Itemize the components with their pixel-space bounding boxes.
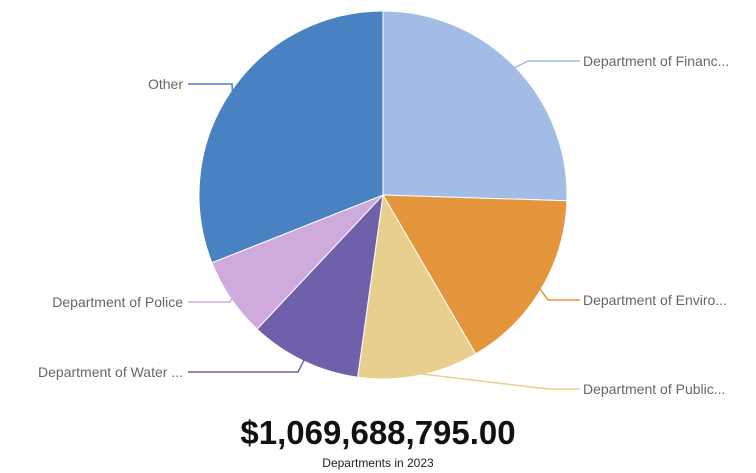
- pie-slices: [198, 10, 568, 380]
- pie-chart: Department of Financ... Department of Env…: [38, 10, 729, 397]
- total-caption: Departments in 2023: [322, 456, 434, 470]
- slice-labels: Department of Financ... Department of Env…: [38, 53, 729, 397]
- total-amount: $1,069,688,795.00: [240, 414, 516, 451]
- slice-label-other: Other: [148, 76, 183, 92]
- leader-line-department-of-financ: [513, 60, 580, 70]
- leader-lines: [188, 60, 580, 390]
- pie-slice-other[interactable]: [198, 10, 384, 264]
- slice-label-department-of-enviro: Department of Enviro...: [583, 292, 727, 308]
- leader-line-department-of-public: [418, 372, 580, 390]
- slice-label-department-of-water: Department of Water ...: [38, 364, 183, 380]
- slice-label-department-of-public: Department of Public...: [583, 381, 725, 397]
- slice-label-department-of-financ: Department of Financ...: [583, 53, 729, 69]
- leader-line-department-of-police: [188, 296, 234, 303]
- leader-line-other: [188, 83, 234, 93]
- leader-line-department-of-enviro: [538, 287, 580, 301]
- pie-slice-department-of-enviro[interactable]: [382, 194, 568, 355]
- pie-slice-department-of-financ[interactable]: [382, 10, 568, 202]
- leader-line-department-of-water: [188, 358, 306, 373]
- slice-label-department-of-police: Department of Police: [52, 294, 183, 310]
- pie-slice-department-of-public[interactable]: [357, 193, 477, 380]
